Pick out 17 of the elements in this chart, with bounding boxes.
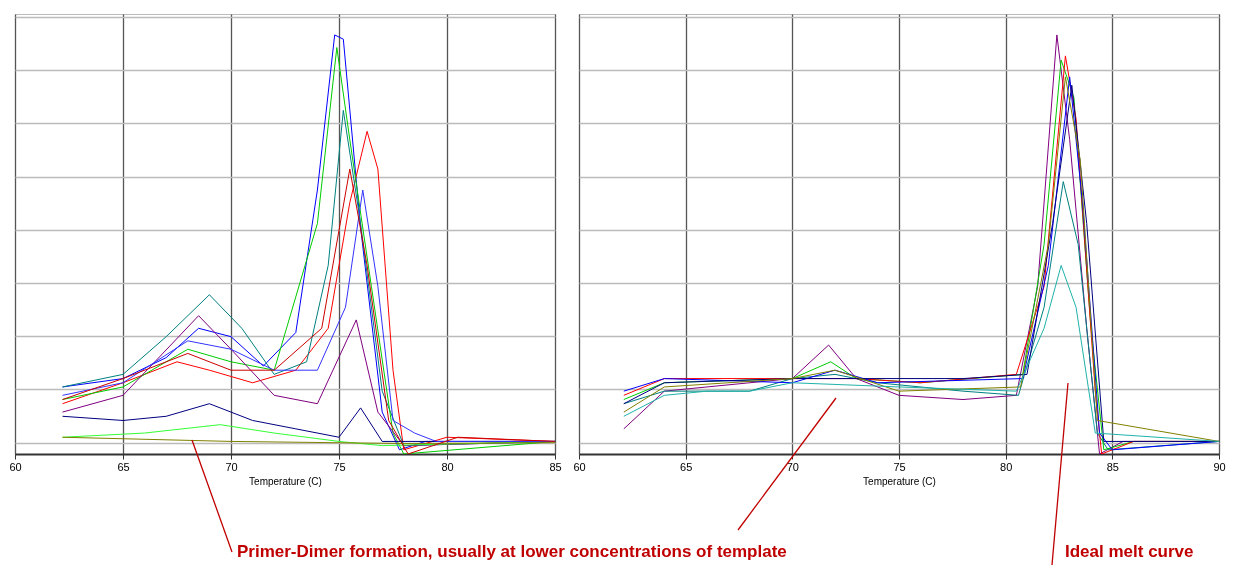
x-tick-label: 65 xyxy=(117,460,130,473)
x-tick-label: 60 xyxy=(9,460,22,473)
x-tick-label: 75 xyxy=(333,460,346,473)
x-tick-label: 85 xyxy=(1106,460,1119,473)
x-tick-label: 90 xyxy=(1213,460,1226,473)
x-tick-label: 85 xyxy=(549,460,562,473)
x-axis-title: Temperature (C) xyxy=(863,475,936,487)
x-tick-label: 65 xyxy=(680,460,693,473)
text: Ideal melt curve xyxy=(1065,542,1194,562)
x-tick-label: 80 xyxy=(441,460,454,473)
x-tick-label: 70 xyxy=(225,460,238,473)
x-tick-label: 75 xyxy=(893,460,906,473)
x-axis-title: Temperature (C) xyxy=(249,475,322,487)
x-tick-label: 70 xyxy=(786,460,799,473)
text: Primer-Dimer formation, usually at lower concentrations of template xyxy=(237,542,787,562)
x-tick-label: 80 xyxy=(1000,460,1013,473)
x-tick-label: 60 xyxy=(573,460,586,473)
